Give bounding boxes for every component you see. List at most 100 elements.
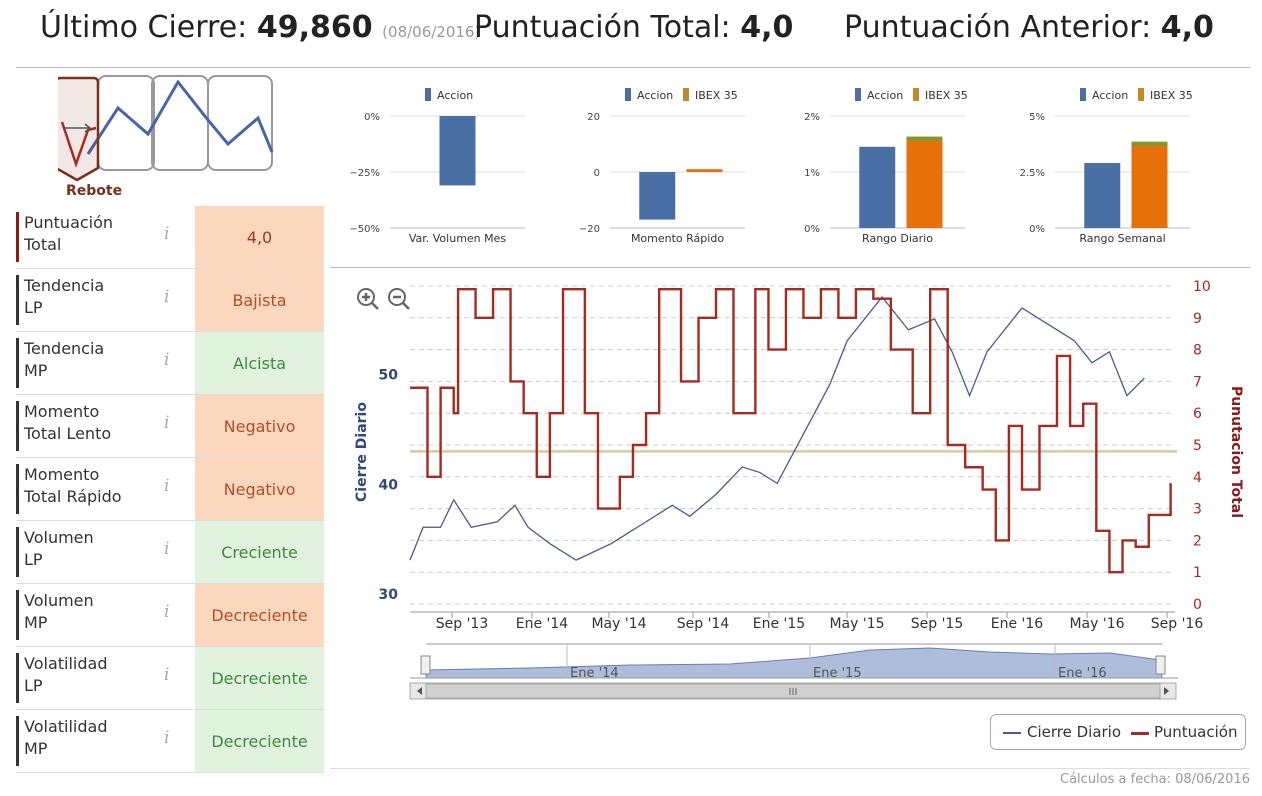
indicator-label-line1: Volatilidad xyxy=(24,717,108,736)
indicator-label-line2: MP xyxy=(24,739,48,758)
indicator-label-line2: MP xyxy=(24,361,48,380)
info-icon[interactable]: i xyxy=(164,413,170,433)
x-tick-label: Sep '13 xyxy=(436,616,489,632)
legend-puntuacion[interactable]: Puntuación xyxy=(1154,723,1238,741)
y-tick-label: 0 xyxy=(594,168,600,179)
left-axis-title: Cierre Diario xyxy=(354,402,370,502)
legend-label: Accion xyxy=(867,89,903,102)
x-tick-label: Sep '16 xyxy=(1151,616,1204,632)
indicator-value: Bajista xyxy=(195,269,324,331)
right-tick-label: 0 xyxy=(1193,597,1202,613)
info-icon[interactable]: i xyxy=(164,602,170,622)
indicator-label: Volumen LP xyxy=(16,527,164,577)
legend-label: Accion xyxy=(437,89,473,102)
last-close-date: (08/06/2016) xyxy=(382,23,481,41)
right-tick-label: 6 xyxy=(1193,406,1202,422)
bar-accion[interactable] xyxy=(1084,163,1121,228)
indicator-label-line1: Momento xyxy=(24,402,100,421)
indicator-bar-charts: Accion 0% −25% −50% Var. Volumen Mes Accion IB… xyxy=(349,88,1193,245)
zoom-out-mark xyxy=(393,295,410,310)
indicator-label: Volumen MP xyxy=(16,590,164,640)
left-tick-label: 40 xyxy=(379,477,399,493)
y-tick-label: 2% xyxy=(804,112,820,123)
series-cierre-line[interactable] xyxy=(409,295,1145,561)
bar-ibex[interactable] xyxy=(906,136,943,228)
total-score: Puntuación Total: 4,0 xyxy=(474,10,793,45)
bar-ibex[interactable] xyxy=(686,169,723,172)
indicator-label-line1: Momento xyxy=(24,465,100,484)
navigator-handle-left[interactable] xyxy=(420,655,431,675)
chart-title: Var. Volumen Mes xyxy=(409,232,507,245)
x-tick-label: Ene '14 xyxy=(516,616,569,632)
navigator[interactable]: Ene '14 Ene '15 Ene '16 xyxy=(410,643,1178,681)
indicator-label: Momento Total Lento xyxy=(16,401,164,451)
indicator-row: Tendencia MP i Alcista xyxy=(16,332,324,395)
right-tick-label: 3 xyxy=(1193,502,1202,518)
chart-title: Momento Rápido xyxy=(631,232,724,245)
header-divider xyxy=(16,67,1250,68)
indicator-value: Alcista xyxy=(195,332,324,394)
indicator-label-line2: Total Lento xyxy=(24,424,112,443)
navigator-handle-right[interactable] xyxy=(1155,655,1166,675)
bar-chart-4: Accion IBEX 35 5% 2.5% 0% Rango Semanal xyxy=(1020,88,1193,245)
info-icon[interactable]: i xyxy=(164,539,170,559)
y-tick-label: 5% xyxy=(1029,112,1045,123)
bar-accion[interactable] xyxy=(859,146,896,228)
legend-swatch xyxy=(1080,88,1086,101)
total-score-label: Puntuación Total: xyxy=(474,10,731,45)
zoom-in-icon[interactable] xyxy=(357,288,379,310)
right-tick-label: 8 xyxy=(1193,343,1202,359)
right-tick-label: 1 xyxy=(1193,565,1202,581)
bar-chart-3: Accion IBEX 35 2% 1% 0% Rango Diario xyxy=(804,88,968,245)
legend-label: IBEX 35 xyxy=(1150,89,1193,102)
pattern-label: Rebote xyxy=(66,183,122,199)
y-tick-label: −50% xyxy=(349,224,380,235)
indicator-value: 4,0 xyxy=(195,206,324,268)
bar-cap xyxy=(1131,141,1168,146)
last-close: Último Cierre: 49,860 (08/06/2016) xyxy=(40,10,480,45)
scroll-right-icon[interactable] xyxy=(1164,687,1169,695)
info-icon[interactable]: i xyxy=(164,224,170,244)
info-icon[interactable]: i xyxy=(164,476,170,496)
indicator-row: Volatilidad MP i Decreciente xyxy=(16,710,324,773)
footer-divider xyxy=(330,768,1250,769)
scroll-left-icon[interactable] xyxy=(417,687,422,695)
right-tick-label: 2 xyxy=(1193,533,1202,549)
indicator-row: Volumen MP i Decreciente xyxy=(16,584,324,647)
indicator-label-line1: Tendencia xyxy=(24,339,105,358)
scrollbar[interactable] xyxy=(409,682,1177,700)
zoom-out-icon[interactable] xyxy=(388,288,410,310)
bar-ibex[interactable] xyxy=(1131,141,1168,228)
right-tick-label: 9 xyxy=(1193,311,1202,327)
left-tick-label: 50 xyxy=(379,368,399,384)
chart-title: Rango Diario xyxy=(862,232,933,245)
indicator-label-line2: MP xyxy=(24,613,48,632)
indicator-label-line2: LP xyxy=(24,550,43,569)
indicator-label-line1: Volumen xyxy=(24,591,94,610)
info-icon[interactable]: i xyxy=(164,287,170,307)
navigator-label: Ene '14 xyxy=(570,666,619,681)
info-icon[interactable]: i xyxy=(164,728,170,748)
legend-swatch xyxy=(913,88,919,101)
navigator-label: Ene '16 xyxy=(1058,666,1107,681)
indicator-row: Momento Total Lento i Negativo xyxy=(16,395,324,458)
indicator-value: Decreciente xyxy=(195,584,324,646)
info-icon[interactable]: i xyxy=(164,665,170,685)
indicator-label-line2: LP xyxy=(24,298,43,317)
zoom-in-lens xyxy=(357,288,375,306)
legend-cierre[interactable]: Cierre Diario xyxy=(1027,723,1122,741)
bar-accion[interactable] xyxy=(439,116,476,186)
indicator-value: Creciente xyxy=(195,521,324,583)
bar-cap xyxy=(906,136,943,141)
info-icon[interactable]: i xyxy=(164,350,170,370)
legend-swatch xyxy=(683,88,689,101)
bar-accion[interactable] xyxy=(639,172,676,220)
legend-label: IBEX 35 xyxy=(695,89,738,102)
prev-score: Puntuación Anterior: 4,0 xyxy=(844,10,1214,45)
x-tick-label: Ene '16 xyxy=(991,616,1044,632)
bar-chart-1: Accion 0% −25% −50% Var. Volumen Mes xyxy=(349,88,525,245)
y-tick-label: 0% xyxy=(364,112,380,123)
series-puntuacion-line[interactable] xyxy=(410,287,1172,574)
main-chart[interactable]: 0 1 2 3 4 5 6 7 8 9 10 30 40 50 Cierre Diario Punutacio… xyxy=(330,272,1250,712)
indicator-value: Decreciente xyxy=(195,710,324,772)
